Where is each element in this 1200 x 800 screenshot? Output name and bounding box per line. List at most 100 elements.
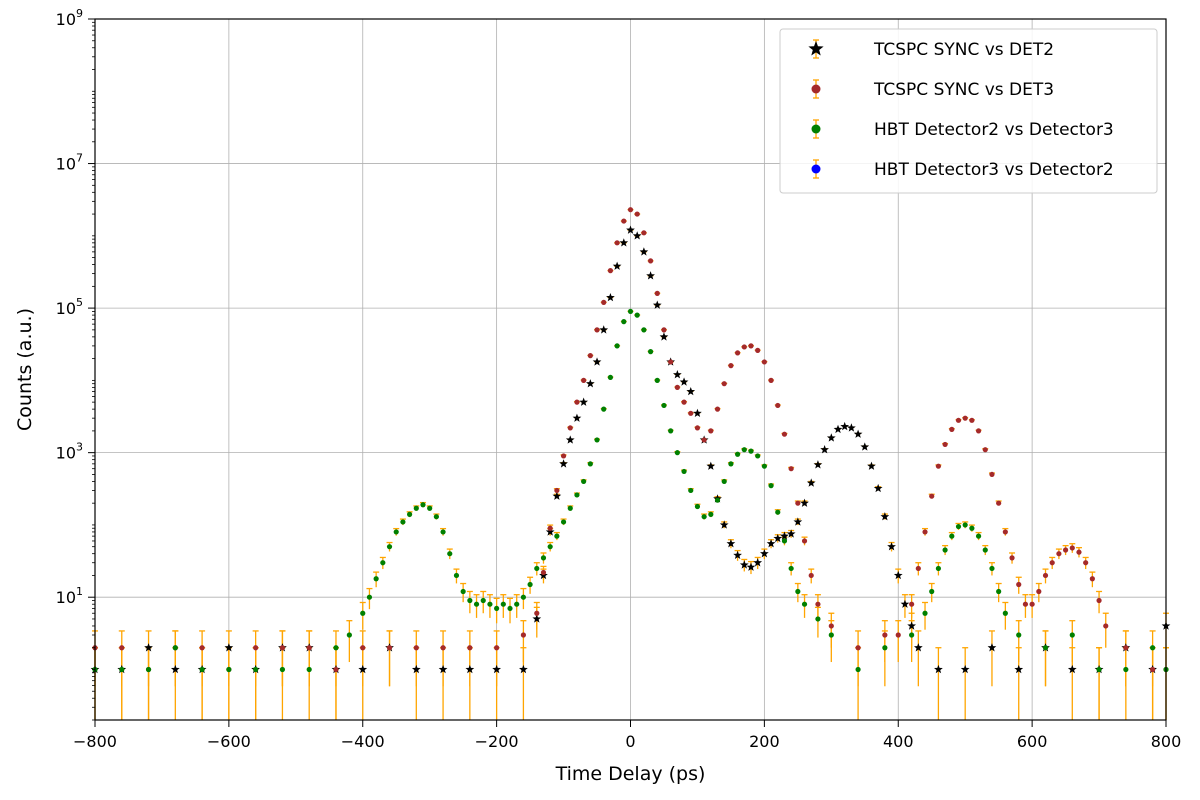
data-point [826, 433, 836, 442]
data-point [500, 601, 506, 607]
data-point [386, 544, 393, 550]
data-point [788, 466, 794, 472]
y-tick-label: 109 [56, 7, 83, 29]
data-point [119, 645, 125, 651]
data-point [413, 505, 419, 511]
data-point [532, 614, 542, 623]
data-point [813, 460, 823, 469]
data-point [440, 529, 446, 535]
data-point [775, 402, 781, 409]
data-point [473, 601, 480, 607]
data-point [621, 218, 627, 224]
data-point [639, 247, 649, 256]
data-point [694, 425, 701, 431]
data-point [646, 271, 655, 280]
data-point [793, 517, 803, 526]
data-point [693, 408, 702, 418]
data-point [996, 500, 1002, 506]
data-point [647, 349, 654, 355]
data-point [545, 527, 555, 536]
data-point [654, 377, 660, 383]
data-point [795, 588, 801, 595]
data-point [755, 453, 761, 459]
data-point [534, 610, 540, 616]
data-point [520, 594, 527, 600]
data-point [1103, 623, 1109, 629]
legend-item: TCSPC SYNC vs DET3 [811, 79, 1054, 100]
y-tick-label: 105 [56, 296, 83, 318]
x-tick-label: −400 [341, 732, 385, 751]
data-point [519, 664, 528, 674]
data-point [679, 377, 689, 386]
data-point [1076, 549, 1082, 555]
data-point [741, 344, 747, 350]
y-tick-label: 103 [56, 441, 83, 463]
data-point [585, 379, 595, 388]
data-point [935, 463, 942, 469]
data-point [386, 645, 393, 651]
data-point [855, 645, 861, 651]
data-point [681, 468, 687, 475]
data-point [1062, 547, 1069, 553]
data-point [708, 428, 714, 434]
data-point [688, 487, 694, 494]
data-point [780, 531, 789, 540]
data-point [748, 448, 754, 454]
data-point [887, 542, 896, 551]
data-point [467, 645, 473, 651]
data-point [686, 386, 696, 396]
data-point [592, 357, 602, 366]
legend-label: HBT Detector2 vs Detector3 [874, 120, 1114, 140]
data-point [1036, 588, 1042, 595]
legend-marker [808, 41, 824, 56]
legend-item: TCSPC SYNC vs DET2 [808, 39, 1054, 60]
data-point [560, 519, 567, 525]
data-point [366, 594, 373, 600]
data-point [955, 523, 962, 530]
data-point [781, 538, 788, 544]
data-point [969, 525, 975, 531]
data-point [929, 588, 935, 595]
data-point [527, 581, 533, 588]
data-point [380, 560, 386, 566]
data-point [333, 666, 339, 673]
data-point [306, 666, 312, 673]
data-point [929, 493, 935, 499]
data-point [540, 555, 547, 561]
data-point [172, 645, 178, 651]
data-point [1042, 572, 1049, 579]
data-point [507, 605, 513, 612]
data-point [746, 562, 756, 571]
data-point [1150, 666, 1156, 673]
data-point [427, 505, 433, 511]
data-point [614, 240, 620, 246]
data-point [552, 491, 562, 500]
legend-marker [811, 164, 821, 174]
data-point [400, 519, 406, 525]
data-point [815, 601, 821, 607]
data-point [587, 461, 593, 467]
data-point [641, 327, 647, 333]
data-point [1056, 551, 1062, 557]
data-point [760, 549, 769, 558]
data-point [840, 421, 850, 431]
data-point [599, 325, 609, 334]
data-point [672, 370, 682, 379]
data-point [487, 601, 493, 607]
data-point [781, 431, 788, 437]
data-point [975, 428, 982, 434]
data-point [407, 511, 413, 517]
data-point [634, 211, 640, 217]
data-point [775, 509, 781, 515]
data-point [1042, 645, 1049, 651]
data-point [681, 399, 687, 405]
data-point [1014, 664, 1024, 674]
data-point [433, 514, 439, 520]
data-point [893, 570, 903, 580]
data-point [735, 451, 741, 457]
y-tick-label: 101 [56, 585, 83, 607]
x-tick-label: −200 [475, 732, 519, 751]
data-point [447, 551, 453, 557]
data-point [788, 565, 794, 572]
legend-item: HBT Detector3 vs Detector2 [811, 159, 1114, 180]
